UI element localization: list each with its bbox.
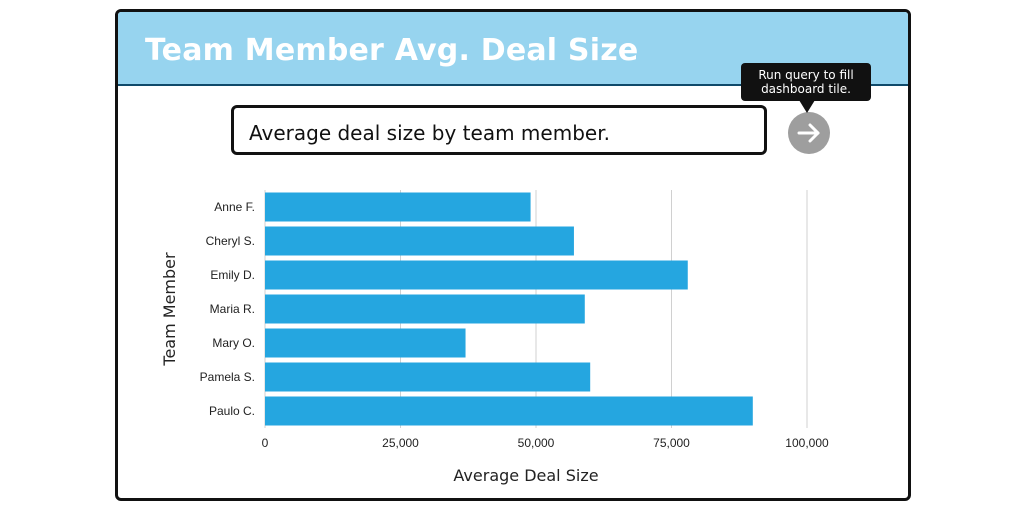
bar xyxy=(265,226,574,256)
tooltip-pointer xyxy=(799,100,815,113)
category-label: Emily D. xyxy=(210,268,255,282)
category-label: Paulo C. xyxy=(209,404,255,418)
category-label: Mary O. xyxy=(212,336,255,350)
tooltip-line-1: Run query to fill xyxy=(758,68,854,82)
x-tick-label: 0 xyxy=(262,436,269,450)
x-tick-label: 100,000 xyxy=(785,436,829,450)
category-label: Pamela S. xyxy=(200,370,255,384)
tile-title: Team Member Avg. Deal Size xyxy=(145,33,639,68)
bar xyxy=(265,328,466,358)
query-input[interactable]: Average deal size by team member. xyxy=(231,105,767,155)
bar xyxy=(265,260,688,290)
bar xyxy=(265,192,531,222)
tooltip-line-2: dashboard tile. xyxy=(761,82,851,96)
x-axis-title: Average Deal Size xyxy=(453,466,598,485)
category-label: Cheryl S. xyxy=(206,234,255,248)
query-text: Average deal size by team member. xyxy=(249,121,610,145)
bar xyxy=(265,294,585,324)
run-query-button[interactable] xyxy=(788,112,830,154)
x-tick-label: 75,000 xyxy=(653,436,690,450)
category-label: Anne F. xyxy=(214,200,255,214)
x-tick-label: 50,000 xyxy=(518,436,555,450)
x-tick-label: 25,000 xyxy=(382,436,419,450)
category-label: Maria R. xyxy=(210,302,255,316)
y-axis-title: Team Member xyxy=(160,252,179,367)
tile-header: Team Member Avg. Deal Size xyxy=(118,12,908,86)
bar xyxy=(265,362,591,392)
arrow-right-icon xyxy=(797,123,820,143)
bar xyxy=(265,396,753,426)
run-query-tooltip: Run query to fill dashboard tile. xyxy=(741,63,871,101)
